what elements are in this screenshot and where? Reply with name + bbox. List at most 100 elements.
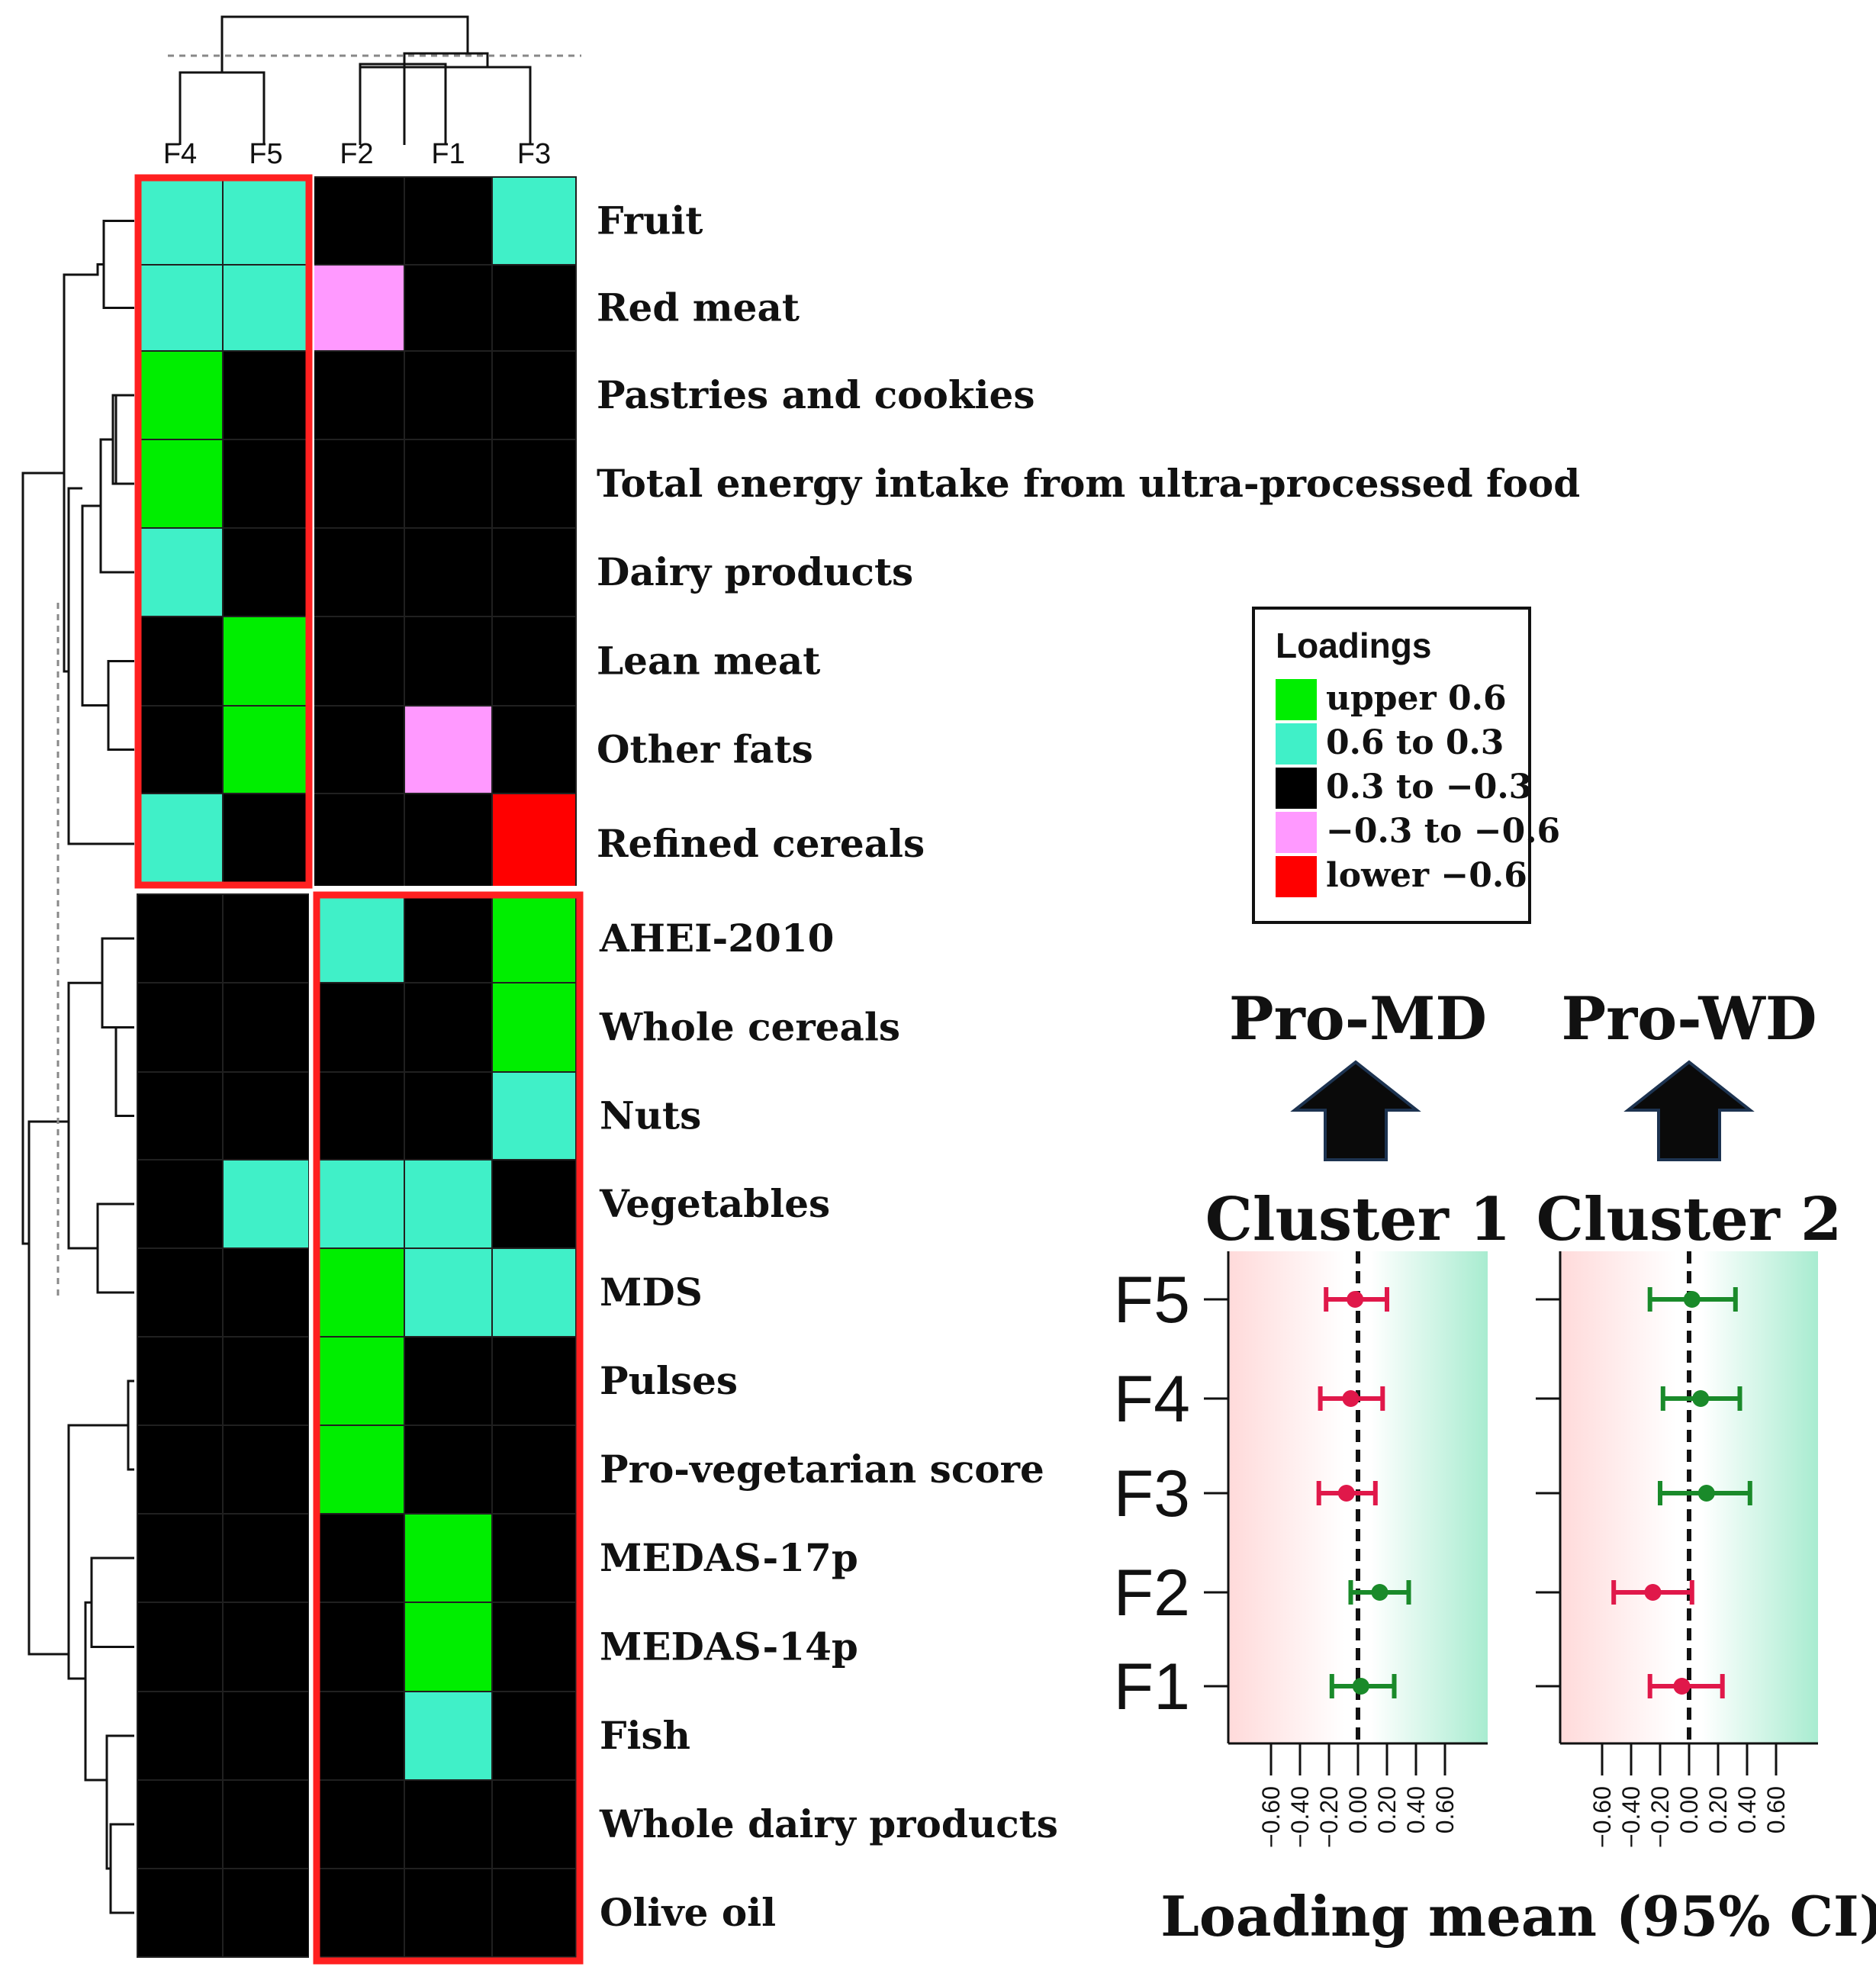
heatmap-cell: [137, 1071, 224, 1161]
forest-point-f1: [1329, 1674, 1397, 1698]
x-tick-label: 0.40: [1402, 1786, 1430, 1833]
dendrogram-branch: [114, 394, 134, 485]
x-tick-label: 0.40: [1733, 1786, 1761, 1833]
heatmap-cell: [222, 1071, 310, 1161]
row-label: Fruit: [597, 198, 703, 243]
dendrogram-branch: [99, 438, 113, 574]
heatmap-cell: [404, 1868, 493, 1958]
forest-panel-title: Cluster 2: [1537, 1185, 1842, 1254]
mean-marker: [1697, 1485, 1715, 1502]
forest-panel-header: Pro-MD: [1229, 984, 1487, 1054]
heatmap-cell: [308, 893, 405, 983]
row-label: Nuts: [600, 1093, 701, 1138]
row-label: Pro-vegetarian score: [600, 1447, 1044, 1492]
heatmap-cell: [222, 1513, 310, 1603]
highlight-box-f4-f5: [134, 174, 313, 889]
heatmap-row-labels: Fruit Red meat Pastries and cookies Total e…: [597, 198, 1580, 1936]
dendrogram-branch: [179, 71, 265, 145]
heatmap-cell: [222, 350, 310, 440]
forest-panel: Pro-MD Cluster 1F5 F4 F3 F2 F1 −0.60 −0.40 −0.20…: [1114, 984, 1511, 1848]
heatmap-cell: [137, 1513, 224, 1603]
mean-marker: [1352, 1678, 1369, 1695]
heatmap-cell: [137, 1159, 224, 1249]
column-label: F3: [517, 138, 551, 170]
dendrogram-branch: [101, 937, 134, 1029]
heatmap-cell: [222, 1868, 310, 1958]
x-tick-label: 0.00: [1344, 1786, 1372, 1833]
dendrogram-branch: [67, 487, 134, 845]
heatmap-cell: [137, 982, 224, 1073]
heatmap-cell: [137, 1868, 224, 1958]
dendrogram-branch: [84, 1601, 107, 1782]
heatmap-cell: [404, 1513, 493, 1603]
row-label: Dairy products: [597, 549, 913, 594]
legend-swatch: [1276, 768, 1317, 809]
heatmap-cell: [404, 527, 493, 617]
heatmap-cell: [137, 176, 224, 266]
heatmap-cell: [137, 705, 224, 794]
row-group-separator: [134, 886, 577, 893]
heatmap-cell: [222, 982, 310, 1073]
heatmap-cell: [308, 1336, 405, 1426]
heatmap: [134, 172, 577, 1962]
column-label: F4: [163, 138, 197, 170]
dendrogram-branch: [359, 63, 447, 67]
heatmap-cell: [491, 1247, 577, 1338]
dendrogram-branch: [27, 1120, 69, 1656]
heatmap-cell: [137, 893, 224, 983]
heatmap-cell: [137, 616, 224, 707]
heatmap-cell: [222, 1247, 310, 1338]
legend-label: 0.6 to 0.3: [1326, 723, 1504, 762]
dendrogram-branch: [67, 981, 102, 1250]
forest-point-f4: [1660, 1386, 1742, 1411]
forest-point-f2: [1348, 1580, 1411, 1605]
row-label: Lean meat: [597, 639, 820, 684]
mean-marker: [1342, 1390, 1360, 1407]
heatmap-cell: [308, 1868, 405, 1958]
heatmap-cell: [222, 616, 310, 707]
dendrogram-branch: [359, 52, 489, 145]
row-label: Total energy intake from ultra-processed…: [597, 461, 1580, 506]
heatmap-cell: [404, 1159, 493, 1249]
y-tick-label: F5: [1114, 1264, 1190, 1337]
heatmap-cell: [491, 350, 577, 440]
row-label: MEDAS-14p: [600, 1624, 858, 1669]
forest-point-f5: [1647, 1287, 1738, 1312]
heatmap-cell: [491, 893, 577, 983]
heatmap-cell: [222, 264, 310, 352]
dendrogram-branch: [96, 1202, 134, 1294]
heatmap-cell: [404, 1424, 493, 1515]
heatmap-cell: [137, 527, 224, 617]
heatmap-cell: [491, 616, 577, 707]
heatmap-cell: [404, 1336, 493, 1426]
heatmap-cell: [308, 176, 405, 266]
x-tick-label: 0.60: [1431, 1786, 1459, 1833]
forest-point-f3: [1316, 1481, 1378, 1505]
heatmap-cell: [222, 1602, 310, 1692]
heatmap-cell: [404, 793, 493, 895]
legend-label: −0.3 to −0.6: [1326, 812, 1560, 851]
heatmap-highlight-boxes: [134, 174, 584, 1965]
heatmap-cell: [137, 793, 224, 895]
row-label: Whole dairy products: [599, 1801, 1058, 1846]
row-label: MDS: [600, 1270, 703, 1315]
forest-point-f2: [1611, 1580, 1694, 1605]
heatmap-cell: [222, 1691, 310, 1781]
column-label: F1: [431, 138, 465, 170]
legend-swatch: [1276, 679, 1317, 720]
heatmap-cell: [491, 1779, 577, 1869]
dendrogram-branch: [220, 15, 469, 72]
heatmap-cell: [222, 793, 310, 895]
legend-title: Loadings: [1276, 626, 1431, 665]
column-label: F5: [249, 138, 282, 170]
x-tick-label: 0.00: [1675, 1786, 1703, 1833]
heatmap-cell: [222, 893, 310, 983]
x-axis-label: Loading mean (95% CI): [1160, 1884, 1876, 1949]
row-label: MEDAS-17p: [600, 1535, 858, 1580]
heatmap-cell: [491, 1691, 577, 1781]
heatmap-cell: [222, 1336, 310, 1426]
dendrogram-branch: [102, 220, 134, 309]
heatmap-cell: [308, 1779, 405, 1869]
dendrogram-branch: [90, 1556, 134, 1648]
